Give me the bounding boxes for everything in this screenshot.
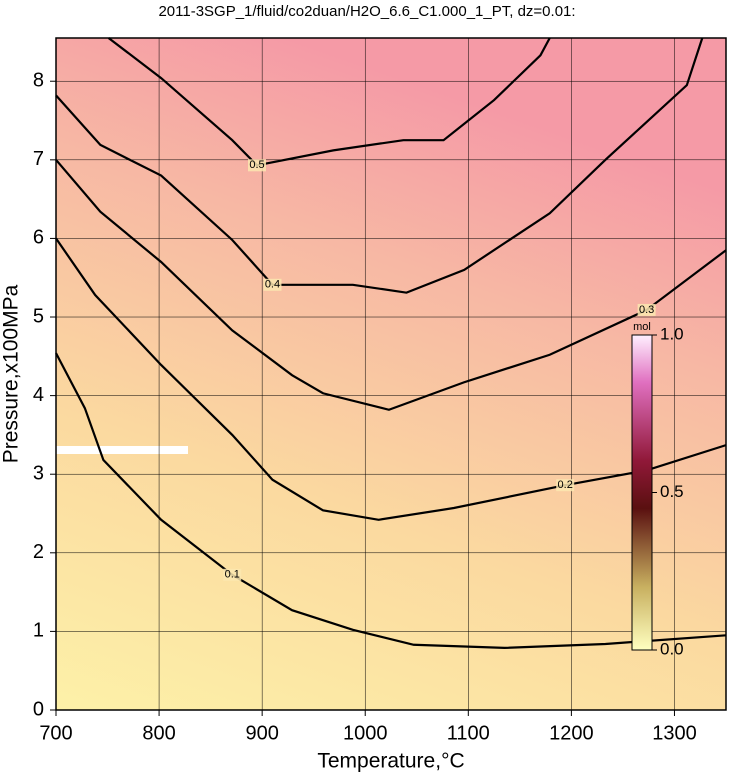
colorbar-tick-label: 0.5 (660, 482, 684, 501)
colorbar-tick-label: 0.0 (660, 639, 684, 658)
x-tick-label: 1100 (447, 722, 490, 744)
x-tick-label: 900 (245, 722, 278, 744)
white-bar (56, 446, 188, 454)
contour-label-bg (248, 159, 266, 172)
y-tick-label: 5 (33, 305, 44, 327)
y-tick-label: 3 (33, 462, 44, 484)
y-tick-label: 2 (33, 541, 44, 563)
contour-line (55, 37, 704, 294)
x-tick-label: 1000 (343, 722, 388, 744)
contour-label-bg (637, 303, 656, 316)
x-tick-label: 1300 (652, 722, 697, 744)
x-tick-label: 1200 (549, 722, 594, 744)
x-tick-label: 800 (142, 722, 175, 744)
chart-title: 2011-3SGP_1/fluid/co2duan/H2O_6.6_C1.000… (158, 3, 575, 20)
x-axis-label: Temperature,°C (317, 750, 464, 773)
contour-line (55, 237, 727, 521)
contour-label: 0.5 (249, 159, 264, 171)
colorbar-label: mol (633, 321, 651, 333)
y-tick-label: 0 (33, 698, 44, 720)
contour-label-bg (556, 479, 575, 492)
y-tick-label: 1 (33, 620, 44, 642)
contour-line (55, 159, 727, 411)
contour-label: 0.2 (558, 479, 573, 491)
colorbar (631, 334, 653, 651)
plot-background (56, 38, 726, 710)
contour-label-bg (263, 278, 282, 291)
y-axis-label: Pressure,x100MPa (0, 284, 23, 463)
y-tick-label: 8 (33, 70, 44, 92)
contour-line (107, 37, 551, 167)
y-tick-label: 4 (33, 384, 44, 406)
contour-label: 0.1 (225, 569, 240, 581)
contour-label: 0.4 (265, 279, 280, 291)
contour-line (55, 352, 727, 650)
plot-frame (55, 37, 727, 711)
x-tick-label: 700 (39, 722, 72, 744)
contour-label-bg (223, 568, 242, 581)
colorbar-tick-label: 1.0 (660, 324, 684, 343)
contour-label: 0.3 (639, 304, 654, 316)
y-tick-label: 7 (33, 148, 44, 170)
y-tick-label: 6 (33, 227, 44, 249)
